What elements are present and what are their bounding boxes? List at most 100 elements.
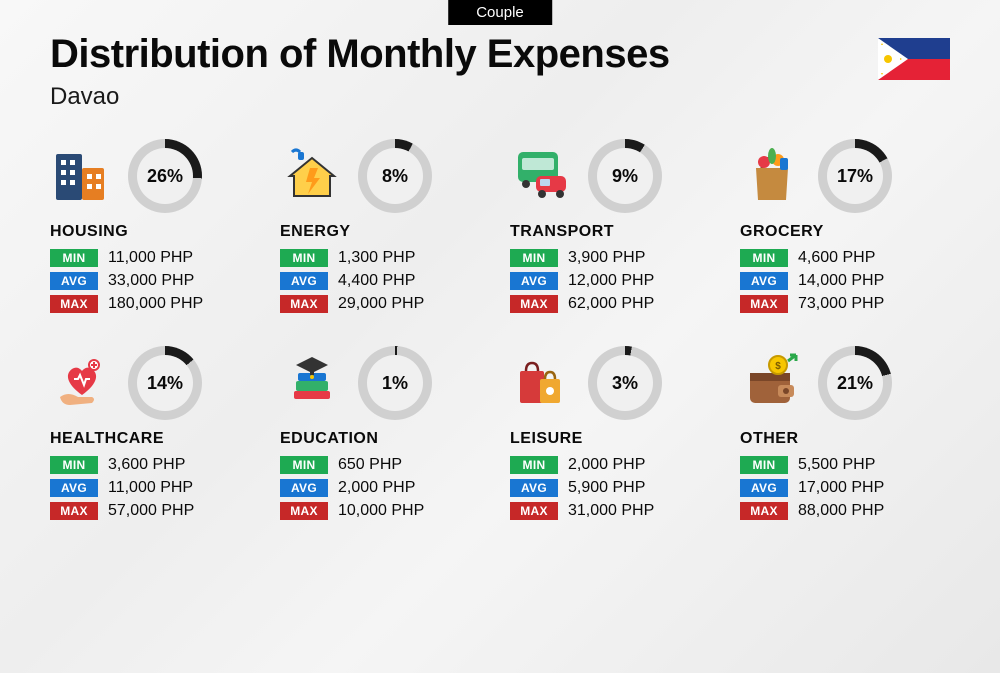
max-row: MAX 62,000 PHP xyxy=(510,295,720,313)
category-card-healthcare: 14% HEALTHCARE MIN 3,600 PHP AVG 11,000 … xyxy=(50,346,260,525)
location-subtitle: Davao xyxy=(50,83,950,111)
max-value: 88,000 PHP xyxy=(798,502,884,520)
avg-value: 4,400 PHP xyxy=(338,272,415,290)
avg-tag: AVG xyxy=(280,479,328,497)
min-value: 11,000 PHP xyxy=(108,249,193,267)
min-tag: MIN xyxy=(740,456,788,474)
avg-value: 11,000 PHP xyxy=(108,479,193,497)
percent-value: 17% xyxy=(827,148,883,204)
avg-row: AVG 11,000 PHP xyxy=(50,479,260,497)
min-value: 650 PHP xyxy=(338,456,402,474)
percent-value: 26% xyxy=(137,148,193,204)
grocery-bag-icon xyxy=(740,144,804,208)
max-row: MAX 73,000 PHP xyxy=(740,295,950,313)
avg-tag: AVG xyxy=(510,479,558,497)
max-value: 10,000 PHP xyxy=(338,502,424,520)
percent-donut: 21% xyxy=(818,346,892,420)
min-row: MIN 11,000 PHP xyxy=(50,249,260,267)
max-value: 73,000 PHP xyxy=(798,295,884,313)
avg-value: 2,000 PHP xyxy=(338,479,415,497)
category-card-other: $ 21% OTHER MIN 5,500 PHP AVG 17,000 PHP… xyxy=(740,346,950,525)
max-row: MAX 57,000 PHP xyxy=(50,502,260,520)
min-tag: MIN xyxy=(50,456,98,474)
avg-row: AVG 12,000 PHP xyxy=(510,272,720,290)
avg-row: AVG 14,000 PHP xyxy=(740,272,950,290)
max-value: 180,000 PHP xyxy=(108,295,203,313)
avg-tag: AVG xyxy=(510,272,558,290)
philippines-flag-icon xyxy=(878,38,950,80)
percent-value: 21% xyxy=(827,355,883,411)
category-card-grocery: 17% GROCERY MIN 4,600 PHP AVG 14,000 PHP… xyxy=(740,139,950,318)
max-value: 57,000 PHP xyxy=(108,502,194,520)
min-row: MIN 3,600 PHP xyxy=(50,456,260,474)
min-tag: MIN xyxy=(50,249,98,267)
max-tag: MAX xyxy=(510,295,558,313)
min-value: 3,900 PHP xyxy=(568,249,645,267)
min-value: 3,600 PHP xyxy=(108,456,185,474)
min-tag: MIN xyxy=(740,249,788,267)
max-tag: MAX xyxy=(280,502,328,520)
categories-grid: 26% HOUSING MIN 11,000 PHP AVG 33,000 PH… xyxy=(0,121,1000,555)
max-row: MAX 88,000 PHP xyxy=(740,502,950,520)
category-name: GROCERY xyxy=(740,223,950,241)
avg-tag: AVG xyxy=(740,479,788,497)
avg-tag: AVG xyxy=(50,479,98,497)
percent-value: 1% xyxy=(367,355,423,411)
avg-row: AVG 5,900 PHP xyxy=(510,479,720,497)
min-tag: MIN xyxy=(510,456,558,474)
category-name: LEISURE xyxy=(510,430,720,448)
max-row: MAX 180,000 PHP xyxy=(50,295,260,313)
percent-value: 14% xyxy=(137,355,193,411)
min-tag: MIN xyxy=(280,456,328,474)
max-row: MAX 10,000 PHP xyxy=(280,502,490,520)
min-row: MIN 3,900 PHP xyxy=(510,249,720,267)
category-card-housing: 26% HOUSING MIN 11,000 PHP AVG 33,000 PH… xyxy=(50,139,260,318)
avg-value: 14,000 PHP xyxy=(798,272,884,290)
wallet-coin-icon: $ xyxy=(740,351,804,415)
min-tag: MIN xyxy=(280,249,328,267)
category-name: TRANSPORT xyxy=(510,223,720,241)
shopping-bags-icon xyxy=(510,351,574,415)
max-tag: MAX xyxy=(50,502,98,520)
percent-donut: 17% xyxy=(818,139,892,213)
min-value: 2,000 PHP xyxy=(568,456,645,474)
percent-value: 8% xyxy=(367,148,423,204)
avg-tag: AVG xyxy=(740,272,788,290)
max-value: 29,000 PHP xyxy=(338,295,424,313)
page-title: Distribution of Monthly Expenses xyxy=(50,32,950,77)
percent-donut: 8% xyxy=(358,139,432,213)
avg-row: AVG 17,000 PHP xyxy=(740,479,950,497)
grad-books-icon xyxy=(280,351,344,415)
min-row: MIN 650 PHP xyxy=(280,456,490,474)
category-name: EDUCATION xyxy=(280,430,490,448)
min-value: 4,600 PHP xyxy=(798,249,875,267)
max-value: 62,000 PHP xyxy=(568,295,654,313)
percent-donut: 9% xyxy=(588,139,662,213)
avg-row: AVG 4,400 PHP xyxy=(280,272,490,290)
min-row: MIN 1,300 PHP xyxy=(280,249,490,267)
buildings-icon xyxy=(50,144,114,208)
avg-value: 17,000 PHP xyxy=(798,479,884,497)
category-name: OTHER xyxy=(740,430,950,448)
avg-tag: AVG xyxy=(50,272,98,290)
min-row: MIN 5,500 PHP xyxy=(740,456,950,474)
percent-donut: 14% xyxy=(128,346,202,420)
min-row: MIN 2,000 PHP xyxy=(510,456,720,474)
percent-value: 9% xyxy=(597,148,653,204)
max-row: MAX 31,000 PHP xyxy=(510,502,720,520)
max-tag: MAX xyxy=(510,502,558,520)
avg-row: AVG 2,000 PHP xyxy=(280,479,490,497)
category-card-energy: 8% ENERGY MIN 1,300 PHP AVG 4,400 PHP MA… xyxy=(280,139,490,318)
avg-value: 5,900 PHP xyxy=(568,479,645,497)
header: Distribution of Monthly Expenses Davao xyxy=(0,0,1000,121)
min-value: 5,500 PHP xyxy=(798,456,875,474)
category-name: ENERGY xyxy=(280,223,490,241)
category-card-leisure: 3% LEISURE MIN 2,000 PHP AVG 5,900 PHP M… xyxy=(510,346,720,525)
category-name: HEALTHCARE xyxy=(50,430,260,448)
max-value: 31,000 PHP xyxy=(568,502,654,520)
avg-value: 12,000 PHP xyxy=(568,272,654,290)
percent-donut: 26% xyxy=(128,139,202,213)
min-row: MIN 4,600 PHP xyxy=(740,249,950,267)
category-card-transport: 9% TRANSPORT MIN 3,900 PHP AVG 12,000 PH… xyxy=(510,139,720,318)
svg-text:$: $ xyxy=(775,361,781,372)
